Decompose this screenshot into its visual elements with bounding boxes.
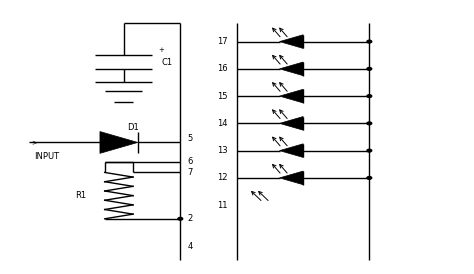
Circle shape xyxy=(367,149,372,152)
Text: 6: 6 xyxy=(187,157,193,166)
Text: D1: D1 xyxy=(127,123,139,132)
Text: C1: C1 xyxy=(161,58,173,67)
Text: R1: R1 xyxy=(74,191,86,200)
Text: 14: 14 xyxy=(217,119,228,128)
Text: 16: 16 xyxy=(217,64,228,73)
Text: INPUT: INPUT xyxy=(34,152,59,161)
Text: +: + xyxy=(158,47,164,53)
Text: 11: 11 xyxy=(217,201,228,210)
Text: 7: 7 xyxy=(187,168,193,177)
Circle shape xyxy=(367,67,372,70)
Polygon shape xyxy=(280,35,303,48)
Text: 13: 13 xyxy=(217,146,228,155)
Circle shape xyxy=(178,218,182,220)
Text: 17: 17 xyxy=(217,37,228,46)
Polygon shape xyxy=(280,116,303,130)
Polygon shape xyxy=(280,144,303,158)
Polygon shape xyxy=(100,132,138,153)
Circle shape xyxy=(367,122,372,125)
Text: 15: 15 xyxy=(217,92,228,101)
Text: >: > xyxy=(31,139,37,145)
Circle shape xyxy=(367,95,372,98)
Polygon shape xyxy=(280,171,303,185)
Text: 12: 12 xyxy=(217,173,228,182)
Polygon shape xyxy=(280,62,303,76)
Circle shape xyxy=(367,176,372,179)
Text: 2: 2 xyxy=(187,214,192,223)
Circle shape xyxy=(367,40,372,43)
Text: 4: 4 xyxy=(187,242,192,250)
Polygon shape xyxy=(280,89,303,103)
Text: 5: 5 xyxy=(187,134,192,143)
